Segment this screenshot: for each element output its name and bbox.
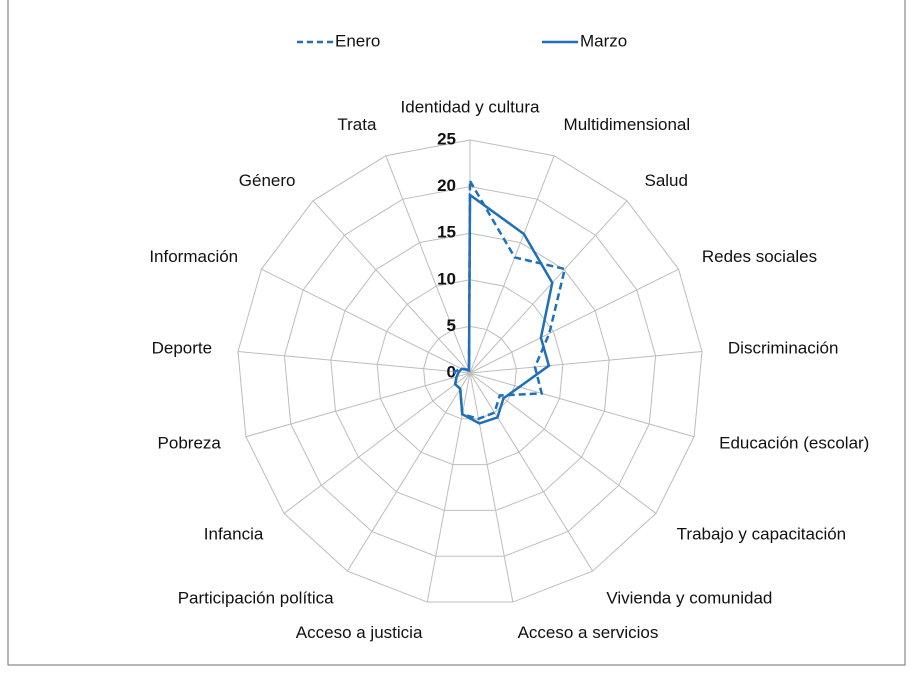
category-label: Trata bbox=[337, 115, 377, 134]
spoke bbox=[385, 155, 471, 374]
category-label: Discriminación bbox=[728, 339, 839, 358]
category-label: Género bbox=[239, 171, 296, 190]
spoke bbox=[469, 268, 679, 374]
spoke bbox=[469, 372, 657, 514]
spoke bbox=[469, 351, 703, 374]
category-label: Acceso a justicia bbox=[296, 623, 423, 642]
category-label: Pobreza bbox=[158, 433, 222, 452]
category-label: Participación política bbox=[178, 589, 334, 608]
y-tick-label: 5 bbox=[447, 316, 456, 335]
series-line bbox=[453, 192, 554, 425]
category-label: Trabajo y capacitación bbox=[677, 525, 846, 544]
spoke bbox=[469, 372, 695, 438]
spoke bbox=[346, 372, 471, 572]
spoke bbox=[283, 372, 471, 514]
grid-ring bbox=[237, 139, 703, 603]
grid-ring bbox=[330, 232, 610, 511]
y-tick-label: 0 bbox=[447, 362, 456, 381]
legend-label: Marzo bbox=[580, 31, 627, 50]
category-label: Salud bbox=[644, 171, 687, 190]
category-label: Infancia bbox=[204, 525, 264, 544]
spoke bbox=[469, 372, 514, 603]
category-label: Identidad y cultura bbox=[401, 97, 540, 116]
spoke bbox=[469, 372, 594, 572]
spoke bbox=[237, 351, 471, 374]
category-label: Vivienda y comunidad bbox=[606, 589, 772, 608]
spoke bbox=[312, 200, 471, 374]
y-tick-label: 10 bbox=[437, 269, 456, 288]
category-label: Deporte bbox=[152, 339, 212, 358]
y-tick-label: 15 bbox=[437, 223, 456, 242]
legend-label: Enero bbox=[335, 31, 380, 50]
spoke bbox=[245, 372, 471, 438]
y-tick-label: 20 bbox=[437, 176, 456, 195]
category-label: Acceso a servicios bbox=[518, 623, 659, 642]
grid-ring bbox=[283, 186, 657, 557]
spoke bbox=[261, 268, 471, 374]
chart-frame bbox=[7, 0, 906, 666]
category-label: Educación (escolar) bbox=[719, 433, 869, 452]
spoke bbox=[469, 200, 628, 374]
category-label: Redes sociales bbox=[702, 247, 817, 266]
spoke bbox=[469, 155, 555, 374]
category-label: Multidimensional bbox=[564, 115, 691, 134]
y-tick-label: 25 bbox=[437, 129, 456, 148]
category-label: Información bbox=[149, 247, 238, 266]
